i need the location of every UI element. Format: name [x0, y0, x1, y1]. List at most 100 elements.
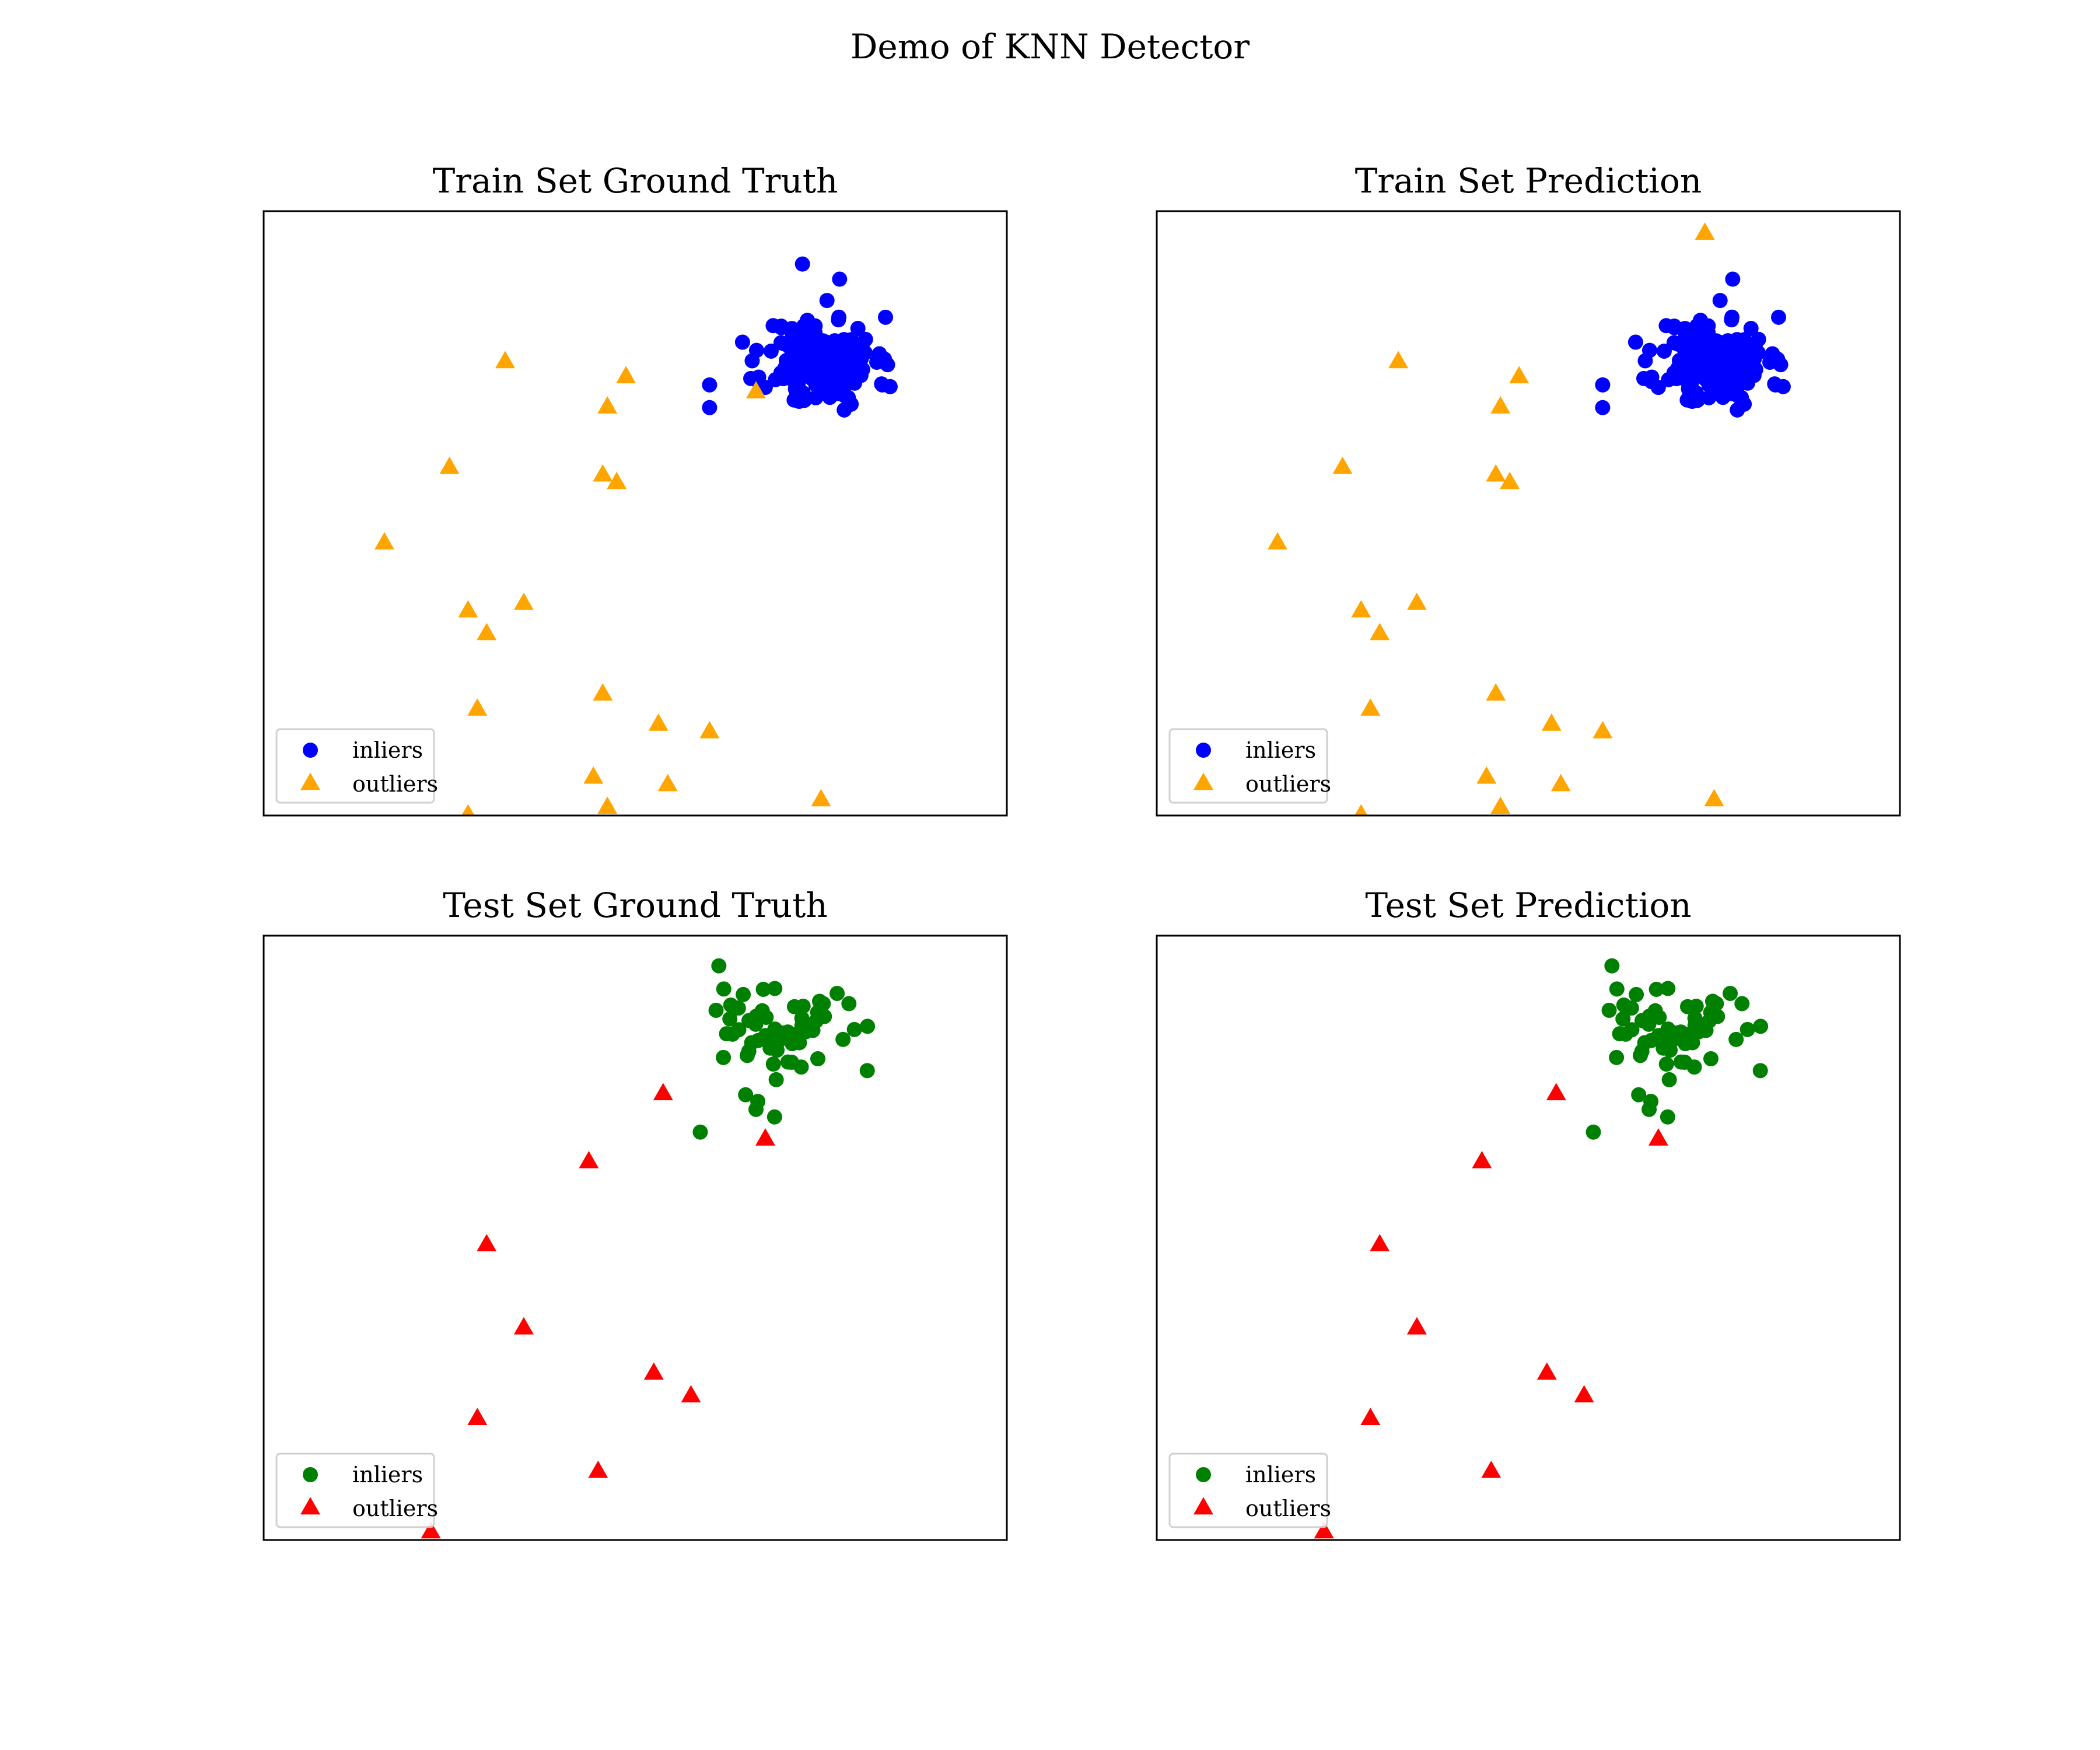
inliers-point	[1710, 1009, 1726, 1024]
outliers-point	[1695, 222, 1715, 240]
subplot-2: Train Set Prediction inliers outliers	[1156, 161, 1901, 817]
legend-label-inliers: inliers	[1245, 737, 1316, 763]
outliers-point	[1360, 698, 1381, 716]
axes-frame	[1156, 935, 1901, 1541]
inliers-point	[794, 256, 810, 272]
inliers-point	[767, 1021, 783, 1037]
axes-frame	[1156, 210, 1901, 817]
inliers-point	[1693, 313, 1709, 328]
outliers-point	[1546, 1083, 1566, 1101]
outliers-point	[1406, 592, 1427, 610]
inliers-point	[716, 1049, 732, 1065]
inliers-point	[722, 1011, 738, 1027]
outliers-point	[648, 713, 668, 731]
outliers-point	[579, 1151, 599, 1168]
series-inliers	[702, 256, 898, 418]
inliers-point	[1656, 343, 1672, 359]
plot-area	[1268, 222, 1791, 816]
inliers-point	[1689, 325, 1705, 341]
outliers-point	[616, 366, 636, 384]
inliers-point	[1642, 342, 1657, 358]
inliers-point	[816, 996, 831, 1012]
outliers-point	[1476, 766, 1497, 784]
legend-outliers-marker	[1194, 772, 1213, 790]
legend-inliers-marker	[1196, 1467, 1211, 1482]
outliers-point	[593, 683, 613, 701]
inliers-point	[1723, 985, 1738, 1001]
legend: inliers outliers	[1168, 1452, 1331, 1528]
inliers-point	[1637, 1035, 1653, 1051]
outliers-point	[1360, 1408, 1381, 1425]
outliers-point	[583, 766, 604, 784]
inliers-point	[1718, 358, 1734, 374]
subplot-1: Train Set Ground Truth inliers outliers	[262, 161, 1008, 817]
outliers-point	[597, 396, 618, 414]
inliers-point	[1740, 1021, 1755, 1037]
inliers-point	[780, 1054, 796, 1070]
legend: inliers outliers	[275, 1452, 438, 1528]
subplot-title: Train Set Prediction	[1355, 161, 1702, 201]
inliers-point	[768, 1072, 784, 1087]
outliers-point	[588, 1460, 608, 1478]
inliers-point	[702, 400, 718, 415]
inliers-point	[783, 351, 799, 367]
legend: inliers outliers	[1168, 728, 1331, 804]
inliers-point	[1706, 374, 1722, 390]
inliers-point	[796, 325, 812, 341]
inliers-point	[1629, 986, 1644, 1002]
outliers-point	[653, 1083, 673, 1101]
outliers-point	[1490, 396, 1511, 414]
inliers-point	[807, 336, 822, 352]
inliers-point	[831, 309, 846, 325]
plot-area	[374, 256, 898, 816]
subplot-3: Test Set Ground Truth inliers outliers	[262, 886, 1008, 1541]
series-inliers	[1595, 271, 1791, 418]
outliers-point	[699, 721, 720, 738]
series-inliers	[692, 958, 876, 1140]
outliers-point	[1704, 789, 1724, 807]
outliers-point	[374, 532, 394, 550]
inliers-point	[765, 1056, 781, 1072]
inliers-point	[708, 1002, 724, 1018]
outliers-point	[1332, 456, 1353, 474]
legend-label-outliers: outliers	[1245, 771, 1331, 797]
plot-area	[421, 958, 876, 1539]
legend-label-inliers: inliers	[352, 737, 423, 763]
inliers-point	[1642, 1101, 1657, 1117]
inliers-point	[819, 293, 835, 309]
inliers-point	[1666, 335, 1682, 351]
legend-outliers-marker	[300, 772, 320, 790]
inliers-point	[1703, 1051, 1719, 1067]
outliers-point	[657, 774, 678, 792]
inliers-point	[1660, 1021, 1676, 1037]
legend-inliers-marker	[303, 1467, 318, 1482]
outliers-point	[811, 789, 831, 807]
legend-outliers-marker	[1194, 1497, 1213, 1515]
inliers-point	[1728, 1031, 1744, 1047]
inliers-point	[1700, 336, 1716, 352]
inliers-point	[1644, 374, 1660, 390]
inliers-point	[1586, 1124, 1601, 1140]
outliers-point	[1472, 1151, 1492, 1168]
inliers-point	[878, 309, 894, 325]
axes-frame	[262, 935, 1008, 1541]
outliers-point	[458, 600, 478, 618]
inliers-point	[813, 374, 829, 390]
inliers-point	[1753, 1019, 1769, 1034]
inliers-point	[1688, 998, 1704, 1014]
inliers-point	[830, 985, 845, 1001]
inliers-point	[1615, 1011, 1631, 1027]
legend-label-outliers: outliers	[352, 1496, 438, 1521]
outliers-point	[1268, 532, 1287, 550]
inliers-point	[1634, 1013, 1650, 1028]
figure-suptitle: Demo of KNN Detector	[850, 27, 1250, 66]
inliers-point	[795, 1017, 811, 1033]
inliers-point	[1689, 393, 1705, 408]
outliers-point	[643, 1362, 664, 1380]
series-outliers	[1314, 1083, 1668, 1539]
legend-label-inliers: inliers	[1245, 1462, 1316, 1488]
outliers-point	[467, 698, 488, 716]
inliers-point	[1628, 334, 1643, 350]
inliers-point	[825, 358, 841, 374]
